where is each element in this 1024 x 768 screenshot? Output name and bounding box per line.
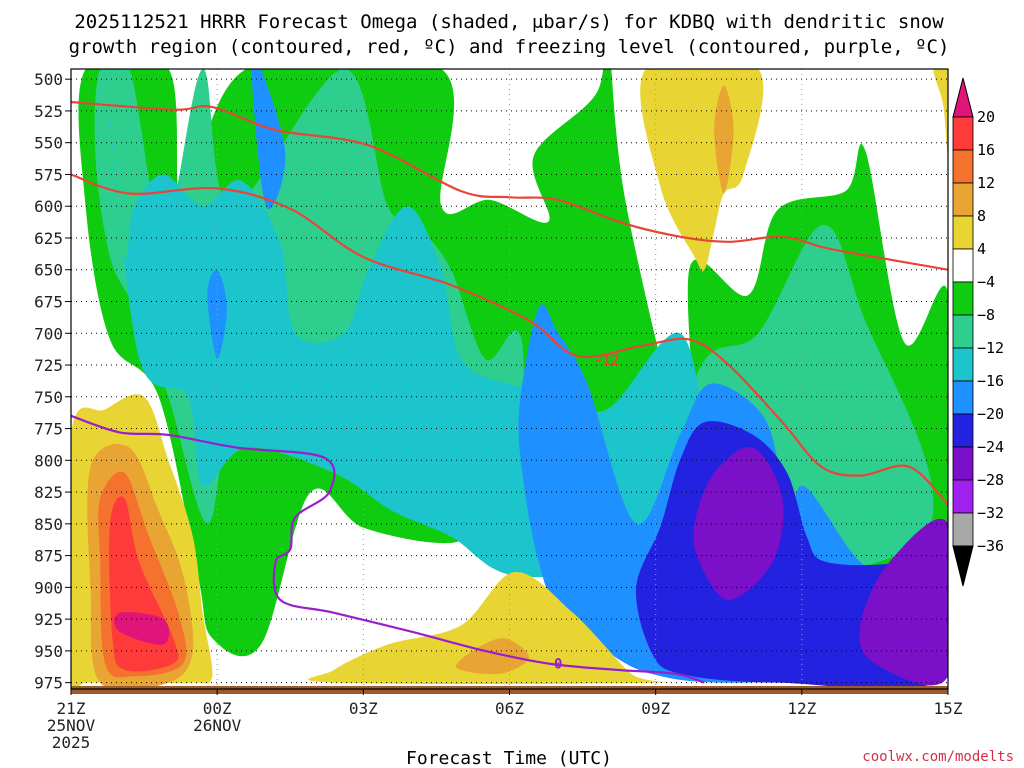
colorbar: 20 16 12 8 4 −4 −8 −12 −16 −20 −24 −28 −32 −36 bbox=[952, 77, 1004, 587]
x-tick-label-12-0: 09Z bbox=[641, 699, 670, 718]
y-tick-label-725: 725 bbox=[34, 356, 63, 375]
omega-region-blue-light bbox=[251, 69, 286, 209]
y-tick-label-825: 825 bbox=[34, 483, 63, 502]
x-tick-label-3-0: 00Z bbox=[203, 699, 232, 718]
x-tick-label-0-1: 25NOV bbox=[47, 716, 96, 735]
colorbar-label-12: −32 bbox=[977, 504, 1004, 522]
colorbar-bin-10 bbox=[952, 446, 974, 481]
contour-label-dgz-lower: -12 bbox=[594, 353, 619, 369]
contour-dgz-upper bbox=[71, 100, 948, 271]
y-tick-label-525: 525 bbox=[34, 102, 63, 121]
omega-shaded-regions bbox=[71, 69, 948, 689]
colorbar-label-4: 4 bbox=[977, 240, 986, 258]
x-tick-label-15-0: 12Z bbox=[787, 699, 816, 718]
omega-region-purple-2 bbox=[859, 518, 948, 686]
omega-region-magenta-left bbox=[114, 612, 170, 645]
colorbar-label-8: −16 bbox=[977, 372, 1004, 390]
colorbar-bin-2 bbox=[952, 182, 974, 217]
colorbar-label-11: −28 bbox=[977, 471, 1004, 489]
colorbar-bin-0 bbox=[952, 116, 974, 151]
x-tick-label-0-2: 2025 bbox=[52, 733, 91, 752]
colorbar-label-2: 12 bbox=[977, 174, 995, 192]
plot-area: -12 0 bbox=[70, 68, 949, 694]
colorbar-bin-5 bbox=[952, 281, 974, 316]
y-axis-ticks: 500 525 550 575 600 625 650 675 700 725 750 775 800 8… bbox=[34, 70, 71, 693]
colorbar-label-3: 8 bbox=[977, 207, 986, 225]
y-tick-label-925: 925 bbox=[34, 610, 63, 629]
omega-region-orange-top bbox=[714, 85, 734, 194]
y-tick-label-875: 875 bbox=[34, 547, 63, 566]
x-tick-label-3-1: 26NOV bbox=[193, 716, 242, 735]
colorbar-bin-11 bbox=[952, 479, 974, 514]
colorbar-bin-7 bbox=[952, 347, 974, 382]
y-tick-label-700: 700 bbox=[34, 324, 63, 343]
y-tick-label-775: 775 bbox=[34, 420, 63, 439]
omega-region-purple-1 bbox=[693, 446, 784, 601]
omega-region-orange-bottom bbox=[455, 638, 529, 675]
colorbar-bin-9 bbox=[952, 413, 974, 448]
x-axis-label: Forecast Time (UTC) bbox=[406, 748, 612, 768]
omega-region-yellow-bottom bbox=[308, 571, 675, 684]
y-tick-label-850: 850 bbox=[34, 515, 63, 534]
y-tick-label-975: 975 bbox=[34, 674, 63, 693]
colorbar-label-1: 16 bbox=[977, 141, 995, 159]
omega-region-yellow-top-2 bbox=[933, 69, 948, 156]
y-tick-label-800: 800 bbox=[34, 451, 63, 470]
y-tick-label-750: 750 bbox=[34, 388, 63, 407]
contour-label-freezing-level: 0 bbox=[554, 657, 562, 673]
grid-lines bbox=[71, 69, 948, 689]
x-tick-label-18-0: 15Z bbox=[934, 699, 963, 718]
colorbar-bin-6 bbox=[952, 314, 974, 349]
colorbar-bin-3 bbox=[952, 215, 974, 250]
colorbar-label-7: −12 bbox=[977, 339, 1004, 357]
y-tick-label-600: 600 bbox=[34, 197, 63, 216]
colorbar-label-13: −36 bbox=[977, 537, 1004, 555]
colorbar-bin-8 bbox=[952, 380, 974, 415]
x-tick-label-6-0: 03Z bbox=[349, 699, 378, 718]
contour-freezing-level bbox=[71, 414, 705, 684]
colorbar-bin-12 bbox=[952, 512, 974, 547]
y-tick-label-675: 675 bbox=[34, 293, 63, 312]
colorbar-top-cap bbox=[952, 77, 974, 118]
colorbar-label-6: −8 bbox=[977, 306, 995, 324]
y-tick-label-950: 950 bbox=[34, 642, 63, 661]
colorbar-bin-4 bbox=[952, 248, 974, 283]
y-tick-label-550: 550 bbox=[34, 134, 63, 153]
y-tick-label-900: 900 bbox=[34, 578, 63, 597]
colorbar-label-0: 20 bbox=[977, 108, 995, 126]
credit-text: coolwx.com/modelts bbox=[862, 749, 1014, 765]
y-tick-label-575: 575 bbox=[34, 165, 63, 184]
colorbar-bottom-cap bbox=[952, 545, 974, 587]
y-tick-label-650: 650 bbox=[34, 261, 63, 280]
colorbar-label-5: −4 bbox=[977, 273, 995, 291]
contour-dgz-lower bbox=[71, 173, 948, 506]
colorbar-label-10: −24 bbox=[977, 438, 1004, 456]
contour-lines: -12 0 bbox=[71, 100, 948, 684]
x-tick-label-9-0: 06Z bbox=[495, 699, 524, 718]
y-tick-label-625: 625 bbox=[34, 229, 63, 248]
colorbar-bin-1 bbox=[952, 149, 974, 184]
chart-title-line-2: growth region (contoured, red, ºC) and f… bbox=[69, 36, 950, 58]
chart-title-line-1: 2025112521 HRRR Forecast Omega (shaded, … bbox=[74, 11, 944, 33]
y-tick-label-500: 500 bbox=[34, 70, 63, 89]
colorbar-label-9: −20 bbox=[977, 405, 1004, 423]
x-tick-label-0-0: 21Z bbox=[57, 699, 86, 718]
